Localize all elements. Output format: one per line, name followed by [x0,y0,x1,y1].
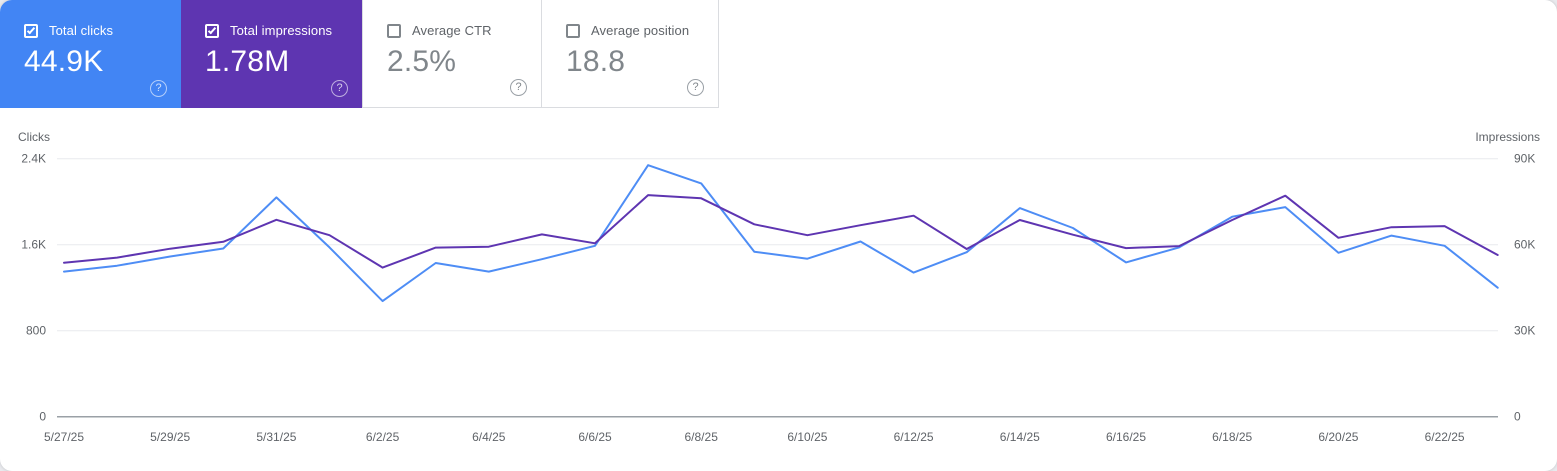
right-axis-tick-label: 30K [1514,324,1535,338]
metric-card-total-clicks[interactable]: Total clicks 44.9K? [0,0,181,108]
checkmark-icon [26,25,36,34]
metric-label: Average CTR [412,23,492,38]
metric-card-header: Average position [566,23,718,38]
x-axis-date-label: 6/2/25 [366,430,400,444]
metric-card-header: Total clicks [24,23,181,38]
x-axis-date-label: 6/4/25 [472,430,506,444]
performance-chart[interactable]: 2.4K 90K 1.6K 60K 800 30K 0 0 Clicks Impressions 5… [0,108,1557,471]
clicks-impressions-line-chart[interactable]: 2.4K 90K 1.6K 60K 800 30K 0 0 Clicks Impressions 5… [0,108,1557,471]
left-axis-tick-label: 2.4K [21,152,46,166]
right-axis-title: Impressions [1475,130,1540,144]
x-axis-date-label: 6/18/25 [1212,430,1252,444]
metric-cards-row: Total clicks 44.9K? Total impressions 1.78M… [0,0,1557,108]
help-icon[interactable]: ? [687,79,704,96]
right-axis-tick-label: 0 [1514,410,1521,424]
x-axis-date-label: 6/22/25 [1425,430,1465,444]
x-axis-date-label: 6/10/25 [787,430,827,444]
left-axis-tick-label: 1.6K [21,238,46,252]
x-axis-date-label: 5/27/25 [44,430,84,444]
x-axis-date-label: 5/29/25 [150,430,190,444]
x-axis-date-label: 6/12/25 [894,430,934,444]
metric-card-average-position[interactable]: Average position 18.8? [541,0,719,108]
checkmark-icon [207,25,217,34]
metric-card-total-impressions[interactable]: Total impressions 1.78M? [181,0,362,108]
left-axis-tick-label: 0 [39,410,46,424]
left-axis-tick-label: 800 [26,324,46,338]
help-icon[interactable]: ? [510,79,527,96]
x-axis-date-label: 6/8/25 [685,430,719,444]
checkbox-average-ctr-unchecked[interactable] [387,23,401,38]
checkbox-total-impressions-checked[interactable] [205,23,219,38]
right-axis-tick-label: 90K [1514,152,1535,166]
x-axis-date-label: 6/14/25 [1000,430,1040,444]
metric-value: 44.9K [24,45,104,78]
right-axis-tick-label: 60K [1514,238,1535,252]
x-axis-date-label: 6/16/25 [1106,430,1146,444]
metric-value: 18.8 [566,45,626,78]
metric-label: Total clicks [49,23,114,38]
x-axis-date-label: 6/20/25 [1318,430,1358,444]
clicks-line[interactable] [63,164,1499,303]
metric-card-average-ctr[interactable]: Average CTR 2.5%? [362,0,541,108]
metric-value: 1.78M [205,45,290,78]
metric-value: 2.5% [387,45,457,78]
checkbox-average-position-unchecked[interactable] [566,23,580,38]
help-icon[interactable]: ? [150,80,167,97]
metric-label: Average position [591,23,690,38]
checkbox-total-clicks-checked[interactable] [24,23,38,38]
left-axis-title: Clicks [18,130,50,144]
impressions-line[interactable] [63,194,1499,269]
metric-card-header: Total impressions [205,23,362,38]
x-axis-date-label: 6/6/25 [578,430,612,444]
help-icon[interactable]: ? [331,80,348,97]
x-axis-date-label: 5/31/25 [256,430,296,444]
metric-card-header: Average CTR [387,23,541,38]
metric-label: Total impressions [230,23,333,38]
